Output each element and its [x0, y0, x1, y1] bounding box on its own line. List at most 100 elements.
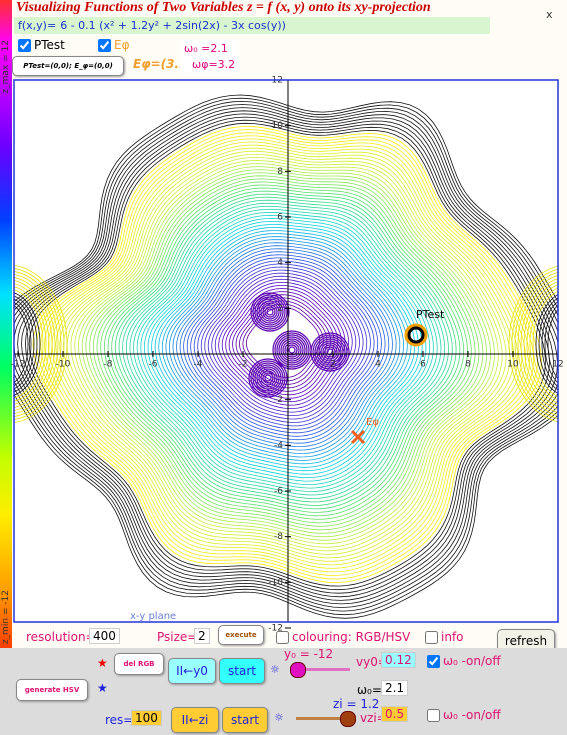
- contour-line: [14, 100, 558, 612]
- vzi-label: vzi=: [360, 711, 387, 725]
- pause-y0-button[interactable]: II←y0: [168, 658, 216, 684]
- side-contour: [14, 274, 59, 414]
- inner-contour: [258, 368, 278, 388]
- inner-contour: [262, 304, 278, 320]
- start-zi-button[interactable]: start: [222, 707, 268, 733]
- contour-line: [85, 169, 487, 534]
- contour-line: [92, 175, 480, 527]
- vy0-input[interactable]: 0.12: [381, 652, 416, 668]
- res-input[interactable]: 100: [131, 710, 162, 726]
- omega0: ω₀ =2.1: [184, 42, 228, 55]
- y-tick-label: 4: [277, 258, 283, 268]
- side-contour: [511, 268, 558, 420]
- x-tick-label: -2: [239, 360, 248, 370]
- contour-line: [200, 266, 368, 423]
- psize-input[interactable]: 2: [194, 628, 210, 644]
- zi-label: zi = 1.2: [333, 697, 380, 711]
- x-tick-label: -6: [149, 360, 158, 370]
- formula-label: f(x,y)=: [18, 19, 57, 32]
- side-contour: [541, 301, 558, 387]
- inner-contour: [274, 332, 310, 368]
- inner-contour: [318, 340, 342, 364]
- contour-line: [140, 214, 431, 482]
- resolution-input[interactable]: 400: [89, 628, 120, 644]
- inner-contour: [248, 358, 288, 398]
- inner-contour: [252, 362, 284, 394]
- contour-line: [235, 297, 331, 389]
- title: Visualizing Functions of Two Variables z…: [16, 0, 431, 15]
- contour-line: [242, 303, 324, 382]
- contour-line: [36, 129, 539, 580]
- omega-onoff-2[interactable]: ω₀ -on/off: [427, 708, 501, 722]
- contour-line: [136, 211, 434, 486]
- contour-line: [239, 300, 328, 385]
- zi-slider-knob[interactable]: [340, 711, 356, 727]
- checkbox[interactable]: [276, 630, 289, 644]
- contour-line: [59, 147, 515, 559]
- inner-contour: [266, 308, 274, 316]
- side-contour: [14, 268, 65, 420]
- inner-contour: [262, 372, 274, 384]
- side-contour: [517, 275, 558, 413]
- colouring-checkbox[interactable]: colouring: RGB/HSV: [276, 630, 410, 644]
- ptest-checkbox[interactable]: PTest: [18, 38, 65, 52]
- contour-line: [172, 242, 397, 451]
- y-tick-label: -6: [274, 487, 283, 497]
- side-contour: [532, 290, 558, 398]
- inner-contour: [260, 370, 276, 386]
- zi-slider[interactable]: [296, 717, 356, 720]
- vzi-input[interactable]: 0.5: [381, 706, 409, 722]
- pause-zi-button[interactable]: II←zi: [171, 707, 219, 733]
- inner-contour: [278, 336, 306, 364]
- contour-line: [118, 196, 453, 503]
- contour-line: [129, 205, 442, 492]
- res-label: res=: [105, 713, 134, 727]
- psize-label: Psize=: [157, 630, 198, 644]
- y0-slider-knob[interactable]: [290, 662, 306, 678]
- y0-slider[interactable]: [290, 668, 350, 671]
- contour-line: [100, 181, 472, 520]
- side-contour: [14, 277, 56, 411]
- x-tick-label: 2: [330, 360, 336, 370]
- contour-line: [246, 306, 321, 378]
- inner-contour: [286, 344, 298, 356]
- control-panel: [0, 648, 567, 735]
- checkbox[interactable]: [18, 38, 31, 52]
- start-y0-button[interactable]: start: [219, 658, 265, 684]
- omega-onoff-1[interactable]: ω₀ -on/off: [427, 654, 501, 668]
- info-checkbox[interactable]: info: [425, 630, 464, 644]
- close[interactable]: x: [546, 8, 553, 21]
- contour-line: [204, 269, 364, 420]
- ptest-marker[interactable]: [404, 323, 428, 347]
- contour-line: [151, 224, 419, 472]
- reset-button[interactable]: PTest=(0,0); E_φ=(0,0): [12, 56, 124, 76]
- checkbox[interactable]: [98, 38, 111, 52]
- del-rgb-button[interactable]: del RGB: [114, 653, 164, 675]
- inner-contour: [264, 374, 272, 382]
- ephi-label: Eφ: [366, 417, 379, 428]
- contour-line: [168, 239, 401, 454]
- inner-contour: [256, 366, 280, 390]
- omega0-label: ω₀=: [357, 683, 382, 697]
- y-tick-label: 6: [277, 213, 283, 223]
- label: Eφ: [114, 38, 130, 52]
- contour-line: [40, 132, 535, 576]
- side-contour: [526, 284, 558, 404]
- checkbox[interactable]: [427, 708, 440, 722]
- formula-input[interactable]: f(x,y)= 6 - 0.1 (x² + 1.2y² + 2sin(2x) - …: [14, 17, 490, 34]
- checkbox[interactable]: [427, 654, 440, 668]
- ephi-marker[interactable]: [350, 429, 366, 445]
- contour-line: [221, 285, 346, 403]
- inner-contour: [254, 364, 282, 392]
- generate-hsv-button[interactable]: generate HSV: [16, 679, 88, 701]
- y-tick-label: -12: [268, 624, 283, 634]
- execute-button[interactable]: execute: [218, 625, 264, 645]
- inner-contour: [260, 302, 280, 322]
- contour-line: [14, 107, 558, 605]
- checkbox[interactable]: [425, 630, 438, 644]
- ephi-checkbox[interactable]: Eφ: [98, 38, 130, 52]
- side-contour: [538, 297, 558, 391]
- omega0-input[interactable]: 2.1: [381, 680, 409, 696]
- contour-line: [81, 166, 491, 538]
